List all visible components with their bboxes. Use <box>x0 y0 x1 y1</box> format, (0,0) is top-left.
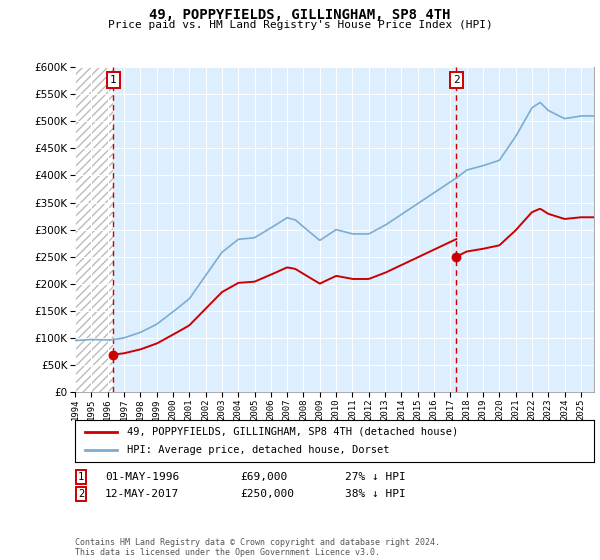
Point <box>108 350 118 359</box>
Point <box>451 252 461 261</box>
Text: 27% ↓ HPI: 27% ↓ HPI <box>345 472 406 482</box>
Text: 49, POPPYFIELDS, GILLINGHAM, SP8 4TH: 49, POPPYFIELDS, GILLINGHAM, SP8 4TH <box>149 8 451 22</box>
Text: 12-MAY-2017: 12-MAY-2017 <box>105 489 179 499</box>
Text: HPI: Average price, detached house, Dorset: HPI: Average price, detached house, Dors… <box>127 445 389 455</box>
Text: 2: 2 <box>78 489 84 499</box>
Text: 1: 1 <box>110 76 116 85</box>
Text: 01-MAY-1996: 01-MAY-1996 <box>105 472 179 482</box>
Text: £250,000: £250,000 <box>240 489 294 499</box>
Text: £69,000: £69,000 <box>240 472 287 482</box>
Text: Price paid vs. HM Land Registry's House Price Index (HPI): Price paid vs. HM Land Registry's House … <box>107 20 493 30</box>
Text: Contains HM Land Registry data © Crown copyright and database right 2024.
This d: Contains HM Land Registry data © Crown c… <box>75 538 440 557</box>
Text: 2: 2 <box>453 76 460 85</box>
Text: 1: 1 <box>78 472 84 482</box>
Bar <box>75 67 113 392</box>
Text: 38% ↓ HPI: 38% ↓ HPI <box>345 489 406 499</box>
Text: 49, POPPYFIELDS, GILLINGHAM, SP8 4TH (detached house): 49, POPPYFIELDS, GILLINGHAM, SP8 4TH (de… <box>127 427 458 437</box>
